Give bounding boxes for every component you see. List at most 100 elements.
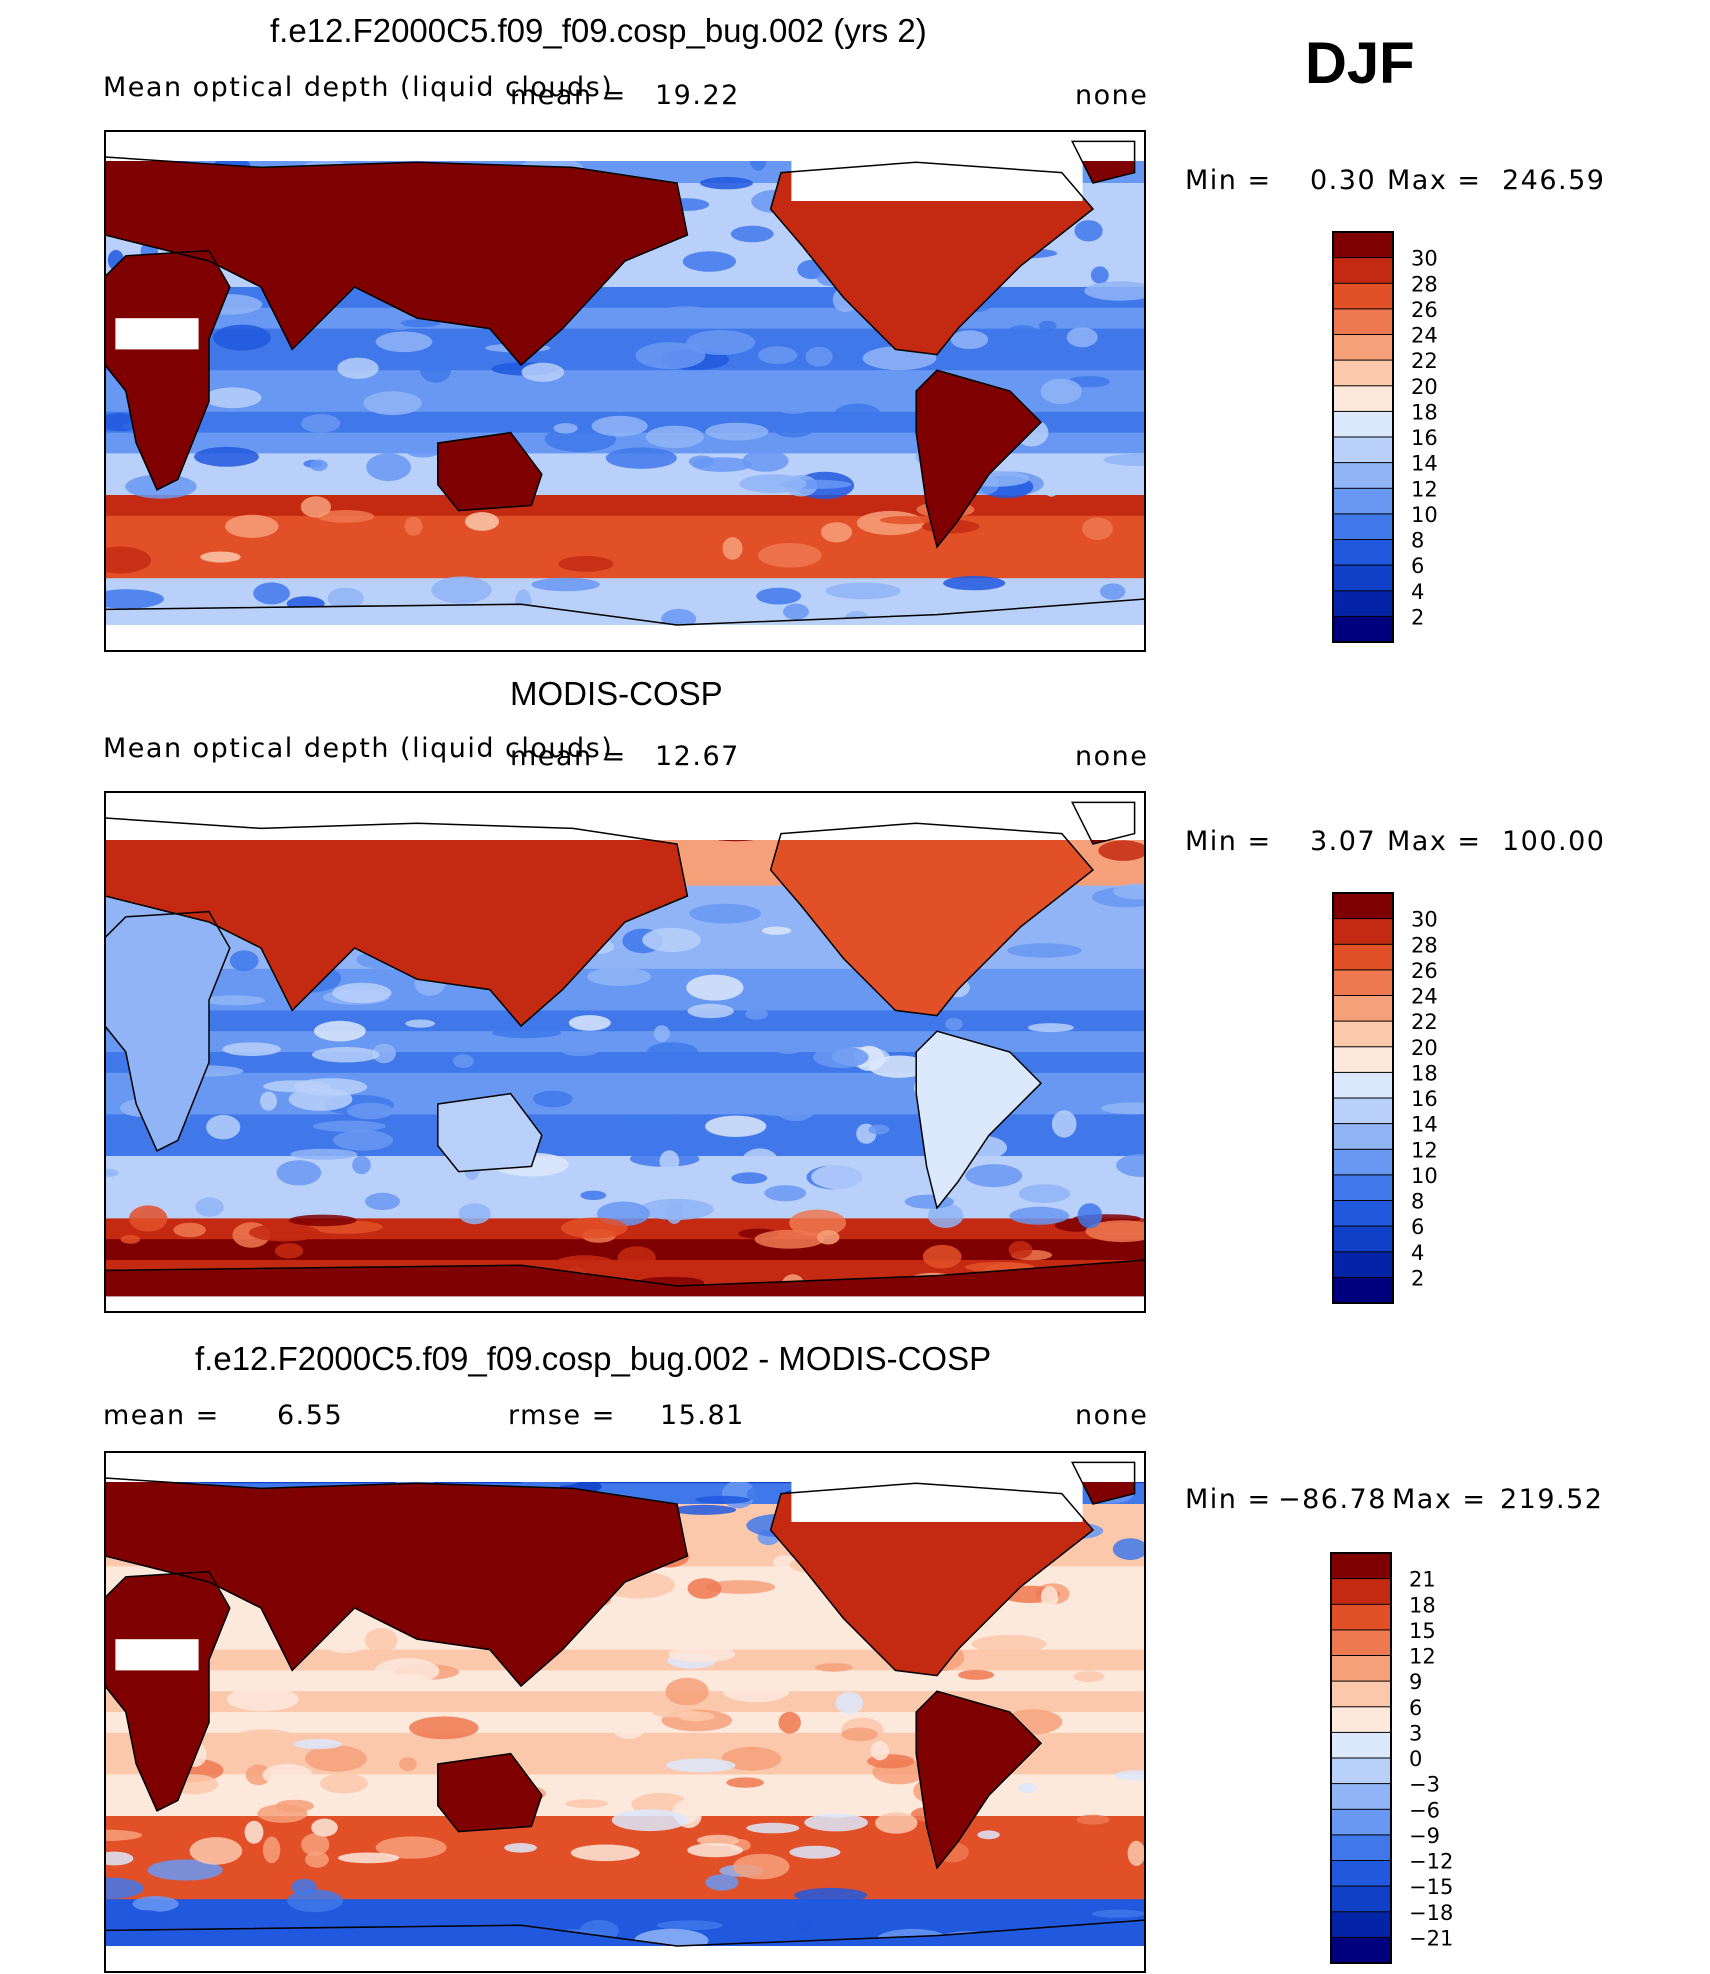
colorbar-tick-label: 22 <box>1411 1010 1438 1034</box>
colorbar-swatch <box>1332 564 1394 592</box>
colorbar-tick-label: −6 <box>1409 1798 1440 1822</box>
panel-1-mean-value: 19.22 <box>655 80 740 111</box>
colorbar-tick-label: 24 <box>1411 985 1438 1009</box>
colorbar-tick-label: 4 <box>1411 1241 1424 1265</box>
colorbar-tick-label: −9 <box>1409 1824 1440 1848</box>
colorbar-swatch <box>1330 1552 1392 1580</box>
panel-1-map <box>104 130 1146 652</box>
colorbar-swatch <box>1330 1629 1392 1657</box>
colorbar-tick-label: 8 <box>1411 1190 1424 1214</box>
colorbar-swatch <box>1332 308 1394 336</box>
colorbar-tick-label: 10 <box>1411 1164 1438 1188</box>
colorbar-tick-label: 3 <box>1409 1721 1422 1745</box>
colorbar-tick-label: 15 <box>1409 1619 1436 1643</box>
panel-3-mean-label: mean = <box>103 1400 220 1431</box>
panel-2-title: MODIS-COSP <box>510 675 723 712</box>
colorbar-tick-label: 6 <box>1409 1696 1422 1720</box>
colorbar-swatch <box>1332 1200 1394 1228</box>
colorbar-swatch <box>1332 462 1394 490</box>
colorbar-swatch <box>1330 1808 1392 1836</box>
colorbar-swatch <box>1332 1148 1394 1176</box>
panel-3-title: f.e12.F2000C5.f09_f09.cosp_bug.002 - MOD… <box>195 1340 992 1377</box>
colorbar-swatch <box>1332 1174 1394 1202</box>
panel-3-min-value: −86.78 <box>1278 1484 1387 1515</box>
colorbar-swatch <box>1332 436 1394 464</box>
panel-3-min-label: Min = <box>1185 1484 1272 1515</box>
colorbar-tick-label: 28 <box>1411 272 1438 296</box>
colorbar-swatch <box>1330 1680 1392 1708</box>
colorbar-swatch <box>1332 334 1394 362</box>
colorbar-tick-label: 14 <box>1411 452 1438 476</box>
panel-2-mean-value: 12.67 <box>655 741 740 772</box>
panel-2-variable: Mean optical depth (liquid clouds) <box>103 733 614 764</box>
colorbar-swatch <box>1332 513 1394 541</box>
colorbar-tick-label: 12 <box>1411 477 1438 501</box>
colorbar-tick-label: 8 <box>1411 529 1424 553</box>
panel-2-min-label: Min = <box>1185 826 1272 857</box>
colorbar-swatch <box>1330 1731 1392 1760</box>
colorbar-tick-label: 2 <box>1411 1266 1424 1290</box>
colorbar-tick-label: 24 <box>1411 324 1438 348</box>
panel-3-rmse-label: rmse = <box>508 1400 616 1431</box>
colorbar-swatch <box>1330 1757 1392 1785</box>
colorbar-swatch <box>1332 1071 1394 1100</box>
colorbar-swatch <box>1332 918 1394 946</box>
colorbar-tick-label: 16 <box>1411 426 1438 450</box>
colorbar-swatch <box>1330 1706 1392 1734</box>
panel-2-max-value: 100.00 <box>1502 826 1606 857</box>
colorbar-tick-label: 9 <box>1409 1670 1422 1694</box>
panel-1-max-label: Max = <box>1387 165 1482 196</box>
panel-3-mean-value: 6.55 <box>277 1400 344 1431</box>
colorbar-swatch <box>1330 1885 1392 1913</box>
colorbar-tick-label: 10 <box>1411 503 1438 527</box>
colorbar-tick-label: 6 <box>1411 554 1424 578</box>
colorbar-swatch <box>1332 385 1394 413</box>
colorbar-swatch <box>1332 943 1394 971</box>
colorbar-swatch <box>1332 257 1394 285</box>
colorbar-swatch <box>1332 1276 1394 1305</box>
panel-2-map <box>104 791 1146 1313</box>
panel-1-title: f.e12.F2000C5.f09_f09.cosp_bug.002 (yrs … <box>270 12 927 49</box>
colorbar-tick-label: 30 <box>1411 908 1438 932</box>
colorbar-swatch <box>1332 615 1394 644</box>
colorbar-swatch <box>1330 1936 1392 1965</box>
panel-2-max-label: Max = <box>1387 826 1482 857</box>
colorbar-swatch <box>1332 1097 1394 1125</box>
panel-2-mean-label: mean = <box>510 741 627 772</box>
colorbar-tick-label: 21 <box>1409 1568 1436 1592</box>
colorbar-tick-label: 22 <box>1411 349 1438 373</box>
colorbar-swatch <box>1332 1046 1394 1074</box>
panel-2-map-frame <box>104 791 1146 1313</box>
colorbar-tick-label: 2 <box>1411 605 1424 629</box>
colorbar-tick-label: 12 <box>1409 1645 1436 1669</box>
colorbar-swatch <box>1332 1225 1394 1253</box>
colorbar-swatch <box>1332 995 1394 1023</box>
colorbar-tick-label: 30 <box>1411 247 1438 271</box>
colorbar-tick-label: 18 <box>1411 1061 1438 1085</box>
season-label: DJF <box>1305 31 1415 96</box>
colorbar-tick-label: −15 <box>1409 1875 1453 1899</box>
panel-1-variable: Mean optical depth (liquid clouds) <box>103 72 614 103</box>
colorbar-swatch <box>1332 1123 1394 1151</box>
colorbar-swatch <box>1330 1578 1392 1606</box>
colorbar-swatch <box>1330 1783 1392 1811</box>
colorbar-tick-label: 26 <box>1411 959 1438 983</box>
colorbar-tick-label: 26 <box>1411 298 1438 322</box>
panel-3-max-label: Max = <box>1392 1484 1487 1515</box>
colorbar-tick-label: 16 <box>1411 1087 1438 1111</box>
panel-3-max-value: 219.52 <box>1500 1484 1604 1515</box>
panel-1-min-label: Min = <box>1185 165 1272 196</box>
panel-3-units: none <box>1075 1400 1149 1431</box>
panel-1-units: none <box>1075 80 1149 111</box>
panel-2-min-value: 3.07 <box>1310 826 1377 857</box>
colorbar-swatch <box>1332 1020 1394 1048</box>
panel-1-min-value: 0.30 <box>1310 165 1377 196</box>
colorbar-swatch <box>1332 590 1394 618</box>
colorbar-swatch <box>1332 359 1394 387</box>
colorbar-swatch <box>1330 1834 1392 1862</box>
colorbar-swatch <box>1332 282 1394 310</box>
